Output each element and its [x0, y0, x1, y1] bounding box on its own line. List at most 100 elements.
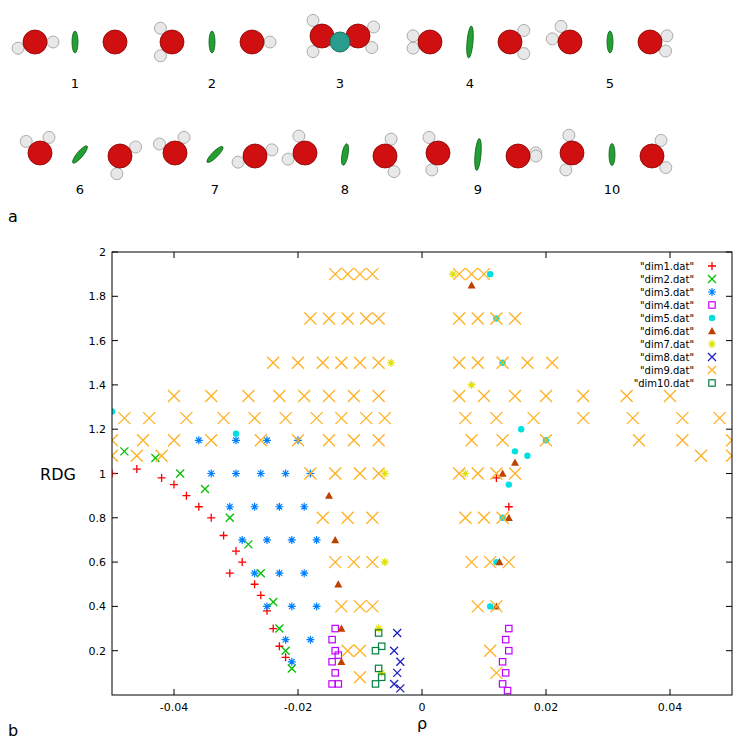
data-point [232, 547, 240, 555]
data-point [226, 514, 234, 522]
data-point [238, 558, 246, 566]
data-point [226, 503, 234, 511]
isosurface [609, 144, 615, 166]
data-point [226, 569, 234, 577]
data-point [540, 390, 552, 402]
data-point [273, 390, 285, 402]
data-point [497, 434, 509, 446]
data-point [372, 681, 378, 687]
series [120, 447, 295, 672]
y-tick [112, 517, 118, 518]
hydrogen-atom [111, 168, 123, 180]
data-point [487, 271, 493, 277]
data-point [468, 381, 476, 389]
data-point [509, 468, 521, 480]
series [112, 465, 513, 661]
data-point [484, 556, 496, 568]
structure-label: 3 [336, 76, 344, 91]
data-point [195, 503, 203, 511]
oxygen-atom [638, 30, 662, 54]
data-point [478, 512, 490, 524]
y-tick-label: 0.8 [89, 512, 107, 525]
data-point [453, 312, 465, 324]
data-point [112, 434, 118, 446]
data-point [490, 312, 502, 324]
data-point [497, 512, 509, 524]
y-tick-label: 1 [99, 468, 106, 481]
data-point [300, 503, 308, 511]
data-point [292, 357, 304, 369]
data-point [459, 512, 471, 524]
data-point [201, 485, 209, 493]
series [112, 268, 732, 683]
data-point [472, 600, 484, 612]
oxygen-atom [506, 144, 530, 168]
data-point [251, 580, 259, 588]
water-dimer [423, 131, 542, 176]
data-point [366, 268, 378, 280]
data-point [453, 468, 465, 480]
data-point [379, 674, 385, 680]
y-tick [112, 340, 118, 341]
x-tick [174, 252, 175, 258]
data-point [275, 569, 283, 577]
data-point [393, 669, 401, 677]
data-point [497, 357, 509, 369]
data-point [317, 357, 329, 369]
legend-label: "dim8.dat" [640, 352, 694, 363]
data-point [323, 390, 335, 402]
series [325, 281, 519, 665]
water-dimer [560, 129, 672, 176]
data-point [335, 600, 347, 612]
y-tick [112, 384, 118, 385]
data-point [120, 447, 128, 455]
data-point [375, 630, 381, 636]
structure-label: 8 [341, 182, 349, 197]
legend-marker [708, 327, 716, 334]
legend-label: "dim3.dat" [640, 287, 694, 298]
series [372, 630, 385, 687]
data-point [269, 598, 277, 606]
data-point [472, 357, 484, 369]
data-point [509, 390, 521, 402]
data-point [170, 481, 178, 489]
data-point [506, 481, 512, 487]
oxygen-atom [160, 30, 184, 54]
data-point [325, 492, 333, 499]
panel-a: 12345678910 [12, 14, 673, 197]
structure-label: 7 [211, 182, 219, 197]
y-tick-label: 0.2 [89, 645, 107, 658]
data-point [118, 412, 130, 424]
data-point [304, 468, 316, 480]
y-tick [726, 340, 732, 341]
data-point [381, 558, 389, 566]
legend-marker [709, 315, 715, 321]
data-point [329, 681, 335, 687]
data-point [131, 450, 143, 462]
x-tick [298, 689, 299, 695]
data-point [158, 474, 166, 482]
isosurface [330, 32, 350, 52]
x-tick [422, 689, 423, 695]
data-point [546, 357, 558, 369]
data-point [342, 512, 354, 524]
data-point [342, 312, 354, 324]
data-point [282, 647, 290, 655]
data-point [627, 412, 639, 424]
data-point [337, 625, 345, 632]
legend-label: "dim10.dat" [634, 378, 694, 389]
legend-marker [708, 340, 716, 348]
data-point [366, 512, 378, 524]
data-point [300, 569, 308, 577]
oxygen-atom [243, 144, 267, 168]
data-point [373, 357, 385, 369]
data-point [633, 434, 645, 446]
data-point [323, 434, 335, 446]
data-point [466, 434, 478, 446]
data-point [726, 450, 732, 462]
data-point [390, 680, 398, 688]
data-point [512, 448, 518, 454]
data-point [335, 652, 341, 658]
data-point [354, 600, 366, 612]
data-point [233, 430, 239, 436]
